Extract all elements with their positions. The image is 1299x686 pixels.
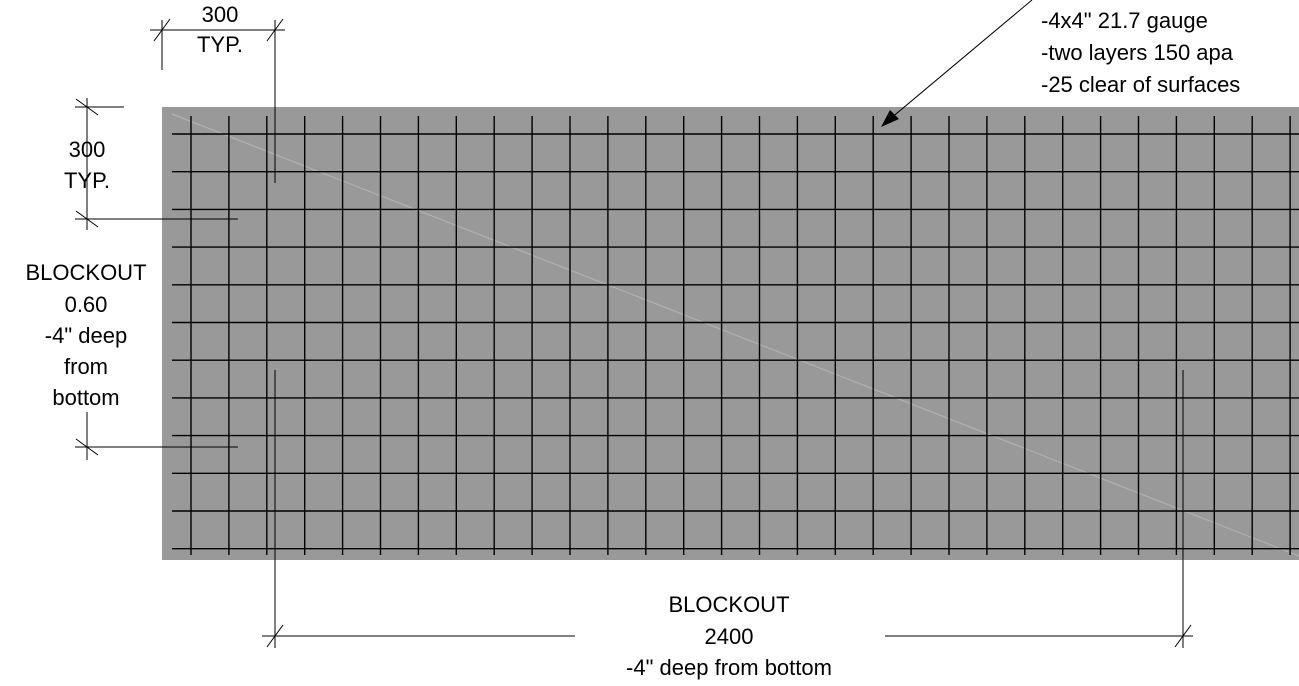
- mesh-note-line-3: -25 clear of surfaces: [1041, 72, 1240, 97]
- tick-top: [75, 98, 99, 116]
- mesh-leader-arrowhead: [881, 110, 899, 127]
- blockout-vertical-title: BLOCKOUT: [25, 260, 146, 285]
- tick-left: [266, 624, 284, 648]
- spacing-horizontal-value: 300: [202, 2, 239, 27]
- blockout-vertical-depth: -4" deep: [45, 323, 127, 348]
- tick-right: [266, 18, 284, 42]
- spacing-dimension-horizontal: [150, 18, 285, 183]
- blockout-horizontal-note: -4" deep from bottom: [626, 655, 832, 680]
- spacing-vertical-value: 300: [69, 137, 106, 162]
- blockout-vertical-value: 0.60: [65, 292, 108, 317]
- tick-bottom: [75, 438, 99, 456]
- mesh-note-line-1: -4x4" 21.7 gauge: [1041, 8, 1208, 33]
- blockout-horizontal-title: BLOCKOUT: [668, 592, 789, 617]
- spacing-horizontal-note: TYP.: [197, 32, 243, 57]
- mesh-note-line-2: -two layers 150 apa: [1041, 40, 1234, 65]
- mesh-leader-line: [883, 0, 1033, 125]
- wire-mesh-grid: [172, 116, 1299, 555]
- blockout-horizontal-value: 2400: [705, 624, 754, 649]
- slab-diagonal-line: [171, 113, 1299, 557]
- spacing-dimension-vertical: [75, 98, 238, 230]
- tick-bottom: [75, 210, 99, 228]
- blockout-vertical-from: from: [64, 354, 108, 379]
- blockout-dimension-vertical: [75, 412, 238, 460]
- tick-right: [1174, 624, 1192, 648]
- mesh-leader: [881, 0, 1033, 127]
- blockout-vertical-bottom: bottom: [52, 385, 119, 410]
- tick-left: [153, 18, 171, 42]
- blockout-dimension-horizontal: [262, 370, 1193, 648]
- spacing-vertical-note: TYP.: [64, 168, 110, 193]
